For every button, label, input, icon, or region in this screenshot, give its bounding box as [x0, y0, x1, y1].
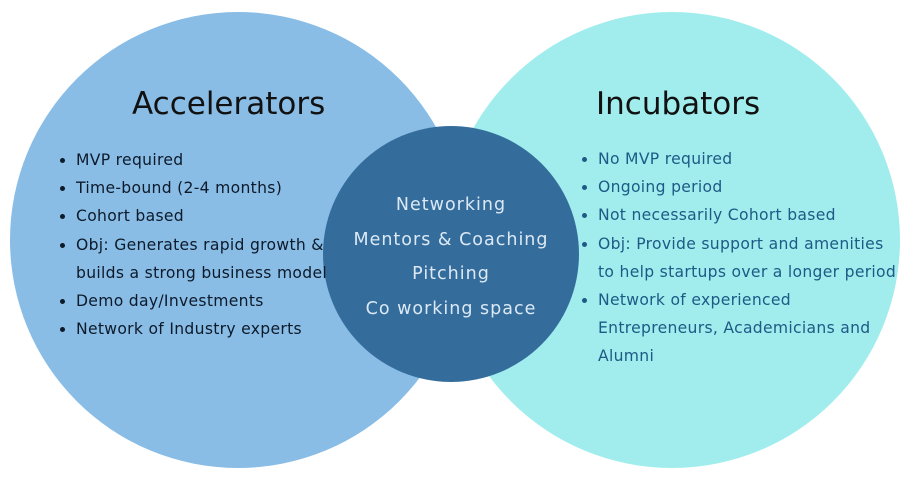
common-item: Networking: [395, 195, 507, 215]
common-item: Mentors & Coaching: [353, 229, 549, 250]
incubators-item: Network of experienced Entrepreneurs, Ac…: [598, 286, 898, 371]
common-item: Pitching: [412, 264, 490, 284]
accelerators-item: MVP required: [76, 146, 344, 174]
accelerators-item: Cohort based: [76, 202, 344, 230]
incubators-title: Incubators: [596, 86, 761, 122]
accelerators-list: MVP required Time-bound (2-4 months) Coh…: [60, 146, 344, 343]
incubators-item: Obj: Provide support and amenities to he…: [598, 230, 898, 286]
accelerators-title: Accelerators: [132, 86, 326, 122]
accelerators-item: Time-bound (2-4 months): [76, 174, 344, 202]
common-features-list: Networking Mentors & Coaching Pitching C…: [323, 188, 579, 326]
incubators-item: Ongoing period: [598, 173, 898, 201]
incubators-list: No MVP required Ongoing period Not neces…: [582, 145, 898, 371]
incubators-item: Not necessarily Cohort based: [598, 201, 898, 229]
accelerators-item: Network of Industry experts: [76, 315, 344, 343]
common-item: Co working space: [365, 298, 537, 319]
accelerators-item: Obj: Generates rapid growth & builds a s…: [76, 231, 344, 287]
overlap-circle: [323, 126, 579, 382]
incubators-item: No MVP required: [598, 145, 898, 173]
accelerators-item: Demo day/Investments: [76, 287, 344, 315]
